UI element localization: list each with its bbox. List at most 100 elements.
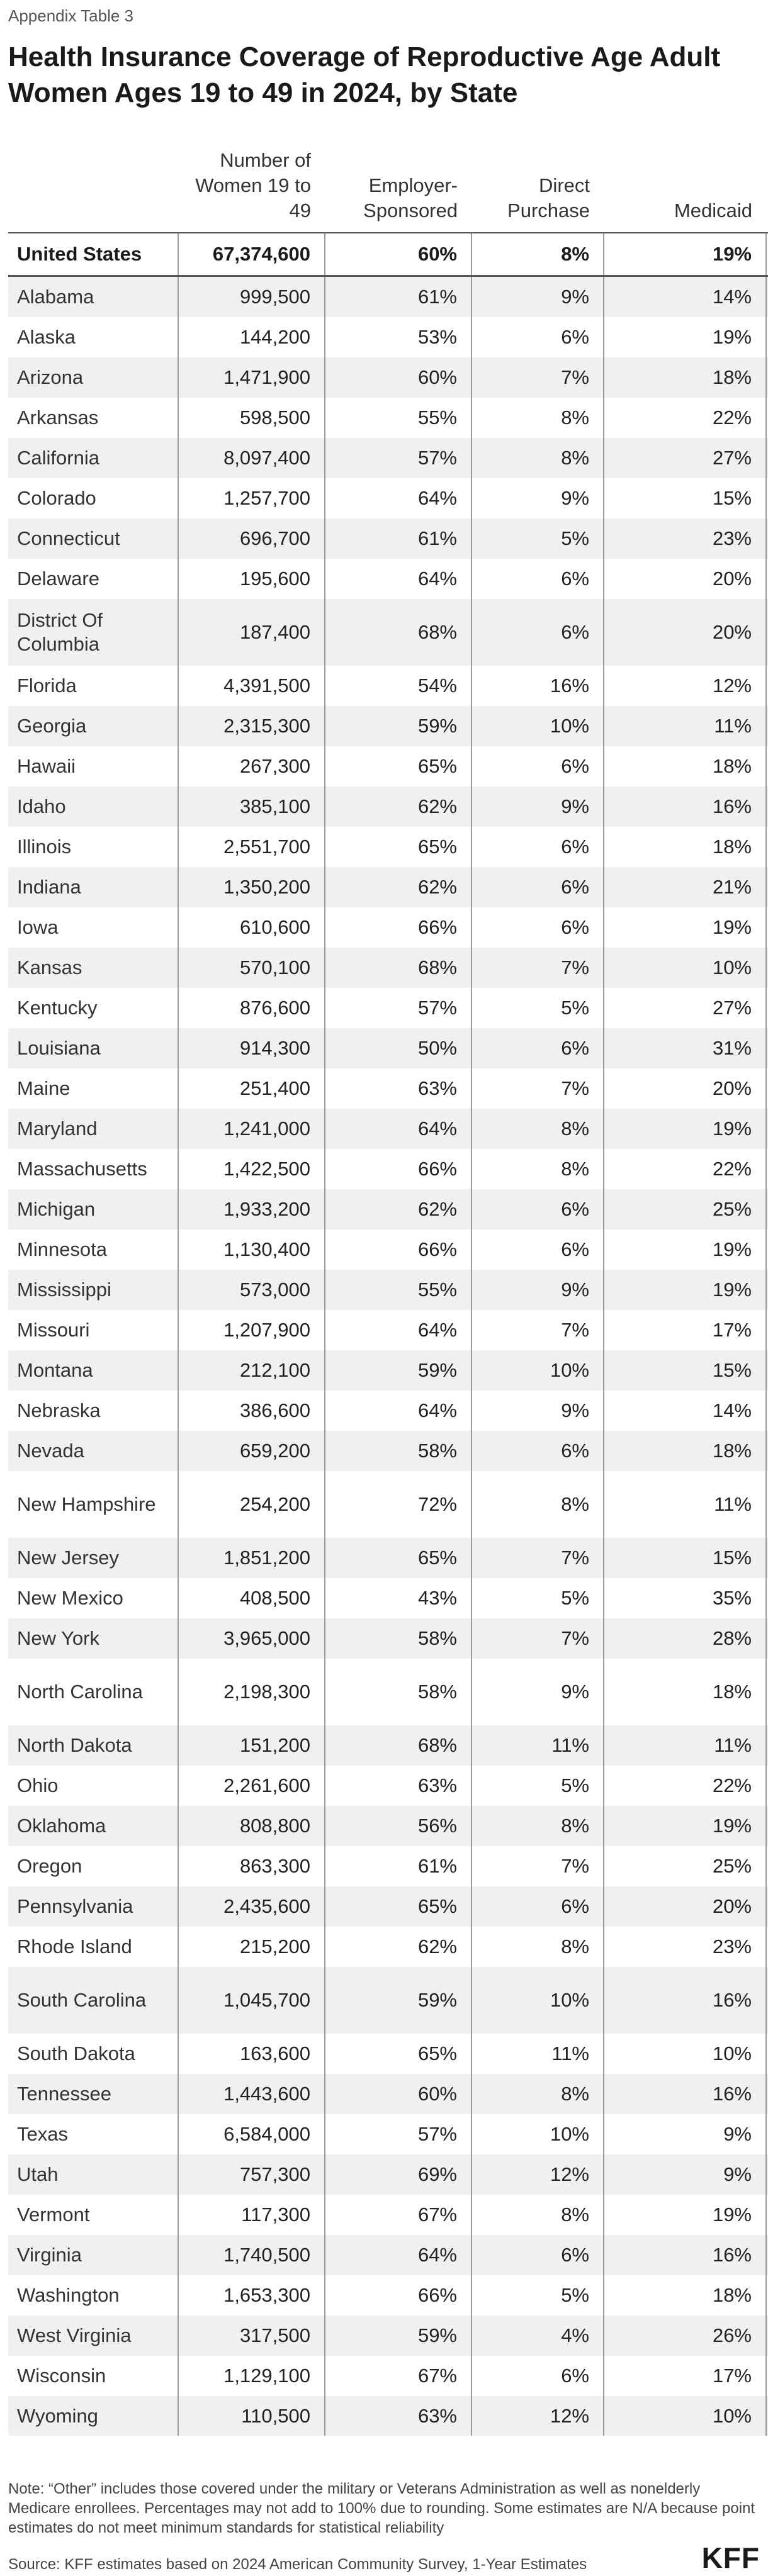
table-row: Mississippi 573,000 55% 9% 19% — [8, 1270, 768, 1310]
coverage-table-container[interactable]: Number of Women 19 to 49 Employer-Sponso… — [0, 142, 768, 2436]
direct-cell: 16% — [471, 666, 604, 706]
state-cell: Massachusetts — [17, 1158, 147, 1180]
number-cell: 696,700 — [178, 518, 325, 559]
other-cell — [765, 1350, 768, 1391]
state-cell: Montana — [8, 1350, 178, 1391]
medicaid-cell: 26% — [603, 2316, 766, 2356]
employer-cell: 66% — [324, 1229, 472, 1270]
state-cell: Louisiana — [8, 1028, 178, 1068]
direct-cell: 8% — [471, 1927, 604, 1967]
employer-cell: 55% — [324, 1270, 472, 1310]
direct-cell: 7% — [471, 1618, 604, 1659]
direct-cell: 5% — [471, 2275, 604, 2316]
medicaid-cell: 31% — [603, 1028, 766, 1068]
table-row: Utah 757,300 69% 12% 9% — [8, 2154, 768, 2195]
direct-cell: 10% — [471, 2114, 604, 2154]
table-row: Georgia 2,315,300 59% 10% 11% — [8, 706, 768, 746]
table-row: New Mexico 408,500 43% 5% 35% — [8, 1578, 768, 1618]
other-cell — [765, 1967, 768, 2034]
number-cell: 1,130,400 — [178, 1229, 325, 1270]
state-cell: Maryland — [8, 1109, 178, 1149]
number-cell: 598,500 — [178, 398, 325, 438]
other-cell — [765, 1538, 768, 1578]
other-cell — [765, 317, 768, 357]
number-cell: 163,600 — [178, 2034, 325, 2074]
state-cell: Virginia — [8, 2235, 178, 2275]
table-row: Maryland 1,241,000 64% 8% 19% — [8, 1109, 768, 1149]
table-row: Montana 212,100 59% 10% 15% — [8, 1350, 768, 1391]
state-cell: Delaware — [17, 568, 99, 590]
number-cell: 1,933,200 — [178, 1189, 325, 1229]
employer-cell: 67% — [324, 2195, 472, 2235]
direct-cell: 6% — [471, 867, 604, 907]
table-row: Arkansas 598,500 55% 8% 22% — [8, 398, 768, 438]
table-row: Rhode Island 215,200 62% 8% 23% — [8, 1927, 768, 1967]
direct-cell: 8% — [471, 1806, 604, 1846]
other-cell — [765, 1310, 768, 1350]
number-cell: 1,653,300 — [178, 2275, 325, 2316]
employer-cell: 57% — [324, 438, 472, 478]
employer-cell: 59% — [324, 1350, 472, 1391]
employer-cell: 61% — [324, 276, 472, 317]
other-cell — [765, 827, 768, 867]
direct-cell: 8% — [471, 398, 604, 438]
number-cell: 2,551,700 — [178, 827, 325, 867]
other-cell — [765, 1028, 768, 1068]
number-cell: 8,097,400 — [178, 438, 325, 478]
employer-cell: 50% — [324, 1028, 472, 1068]
table-row: Alabama 999,500 61% 9% 14% — [8, 276, 768, 317]
number-cell: 610,600 — [178, 907, 325, 948]
employer-cell: 54% — [324, 666, 472, 706]
state-cell: North Carolina — [17, 1681, 143, 1703]
other-cell — [765, 357, 768, 398]
table-row: Massachusetts 1,422,500 66% 8% 22% — [8, 1149, 768, 1189]
state-cell: New Mexico — [17, 1587, 123, 1609]
medicaid-cell: 10% — [603, 948, 766, 988]
medicaid-cell: 14% — [603, 1391, 766, 1431]
appendix-label: Appendix Table 3 — [8, 6, 134, 25]
state-cell: Florida — [17, 675, 77, 697]
state-cell: Maine — [17, 1077, 71, 1099]
state-cell: Arizona — [8, 357, 178, 398]
number-cell: 999,500 — [178, 276, 325, 317]
number-cell: 6,584,000 — [178, 2114, 325, 2154]
medicaid-cell: 19% — [603, 1806, 766, 1846]
table-row: Vermont 117,300 67% 8% 19% — [8, 2195, 768, 2235]
other-cell — [765, 438, 768, 478]
other-cell — [765, 1578, 768, 1618]
direct-cell: 9% — [471, 1270, 604, 1310]
table-row: New Jersey 1,851,200 65% 7% 15% — [8, 1538, 768, 1578]
medicaid-cell: 18% — [603, 827, 766, 867]
state-cell: West Virginia — [8, 2316, 178, 2356]
state-cell: Nebraska — [17, 1399, 101, 1421]
medicaid-cell: 17% — [603, 2356, 766, 2396]
medicaid-cell: 23% — [603, 1927, 766, 1967]
employer-cell: 69% — [324, 2154, 472, 2195]
medicaid-cell: 15% — [603, 1538, 766, 1578]
employer-cell: 67% — [324, 2356, 472, 2396]
number-cell: 317,500 — [178, 2316, 325, 2356]
state-cell: Pennsylvania — [8, 1886, 178, 1927]
table-row: District Of Columbia 187,400 68% 6% 20% — [8, 599, 768, 666]
state-cell: Kansas — [8, 948, 178, 988]
number-cell: 1,207,900 — [178, 1310, 325, 1350]
state-cell: Arkansas — [17, 406, 99, 428]
header-other: O — [766, 142, 768, 233]
other-cell — [765, 599, 768, 666]
employer-cell: 64% — [324, 2235, 472, 2275]
table-row: Texas 6,584,000 57% 10% 9% — [8, 2114, 768, 2154]
employer-cell: 65% — [324, 746, 472, 787]
table-row: Minnesota 1,130,400 66% 6% 19% — [8, 1229, 768, 1270]
table-row: Kansas 570,100 68% 7% 10% — [8, 948, 768, 988]
table-row: Ohio 2,261,600 63% 5% 22% — [8, 1766, 768, 1806]
state-cell: Georgia — [8, 706, 178, 746]
state-cell: Nevada — [8, 1431, 178, 1471]
number-cell: 1,422,500 — [178, 1149, 325, 1189]
direct-cell: 6% — [471, 1229, 604, 1270]
state-cell: New Jersey — [8, 1538, 178, 1578]
number-cell: 187,400 — [178, 599, 325, 666]
state-cell: District Of Columbia — [8, 599, 178, 666]
number-cell: 1,241,000 — [178, 1109, 325, 1149]
direct-cell: 8% — [471, 1109, 604, 1149]
number-cell: 1,045,700 — [178, 1967, 325, 2034]
